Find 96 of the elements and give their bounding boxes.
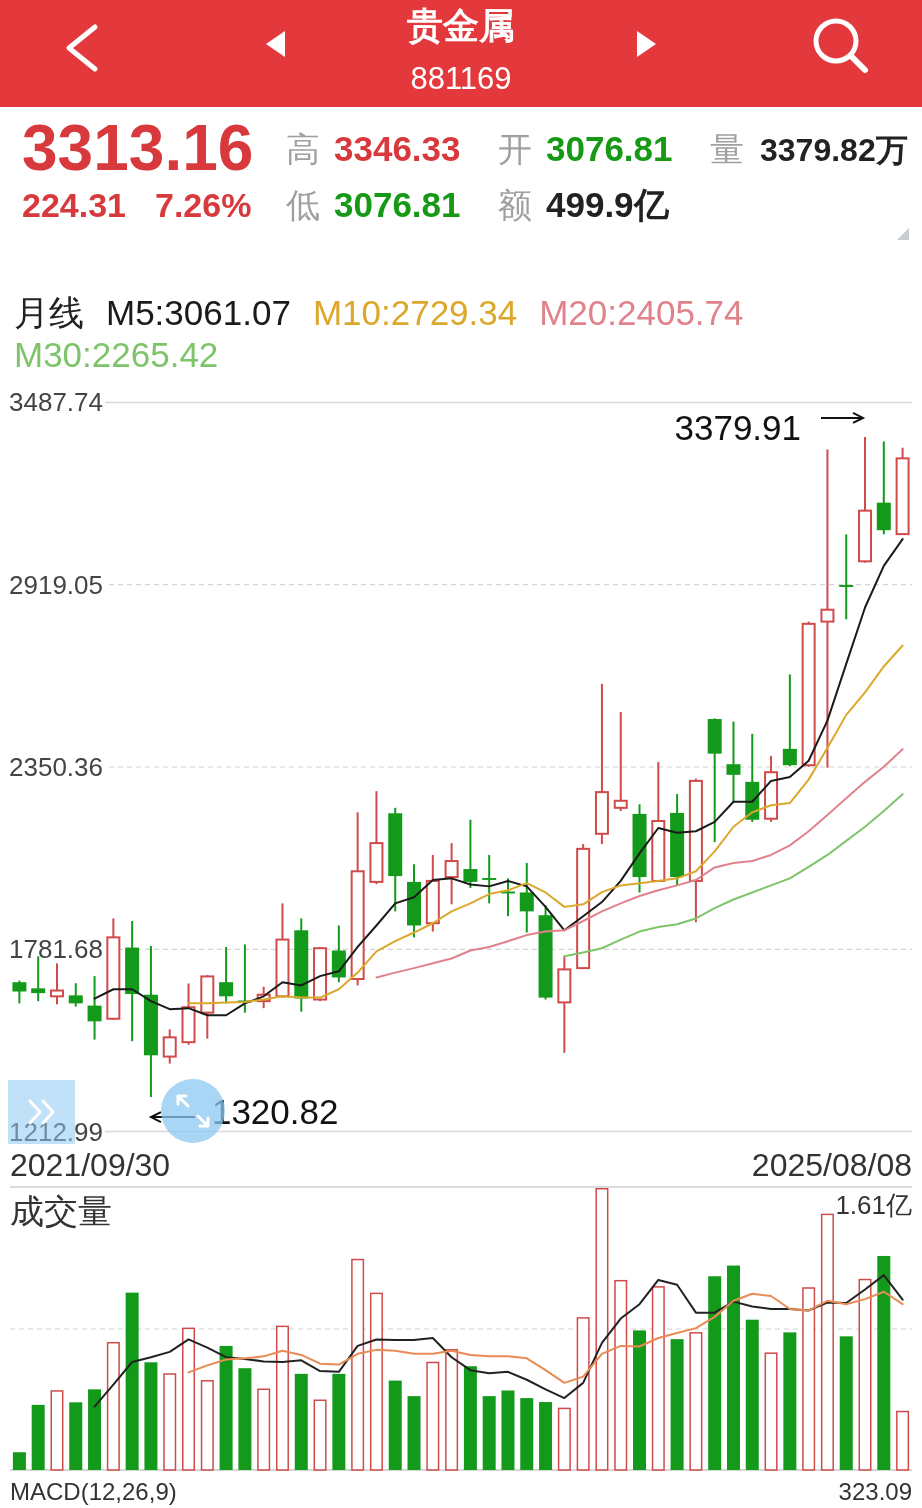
bar: [294, 1373, 308, 1470]
candlestick: [782, 673, 797, 768]
bar: [482, 1396, 496, 1470]
bar: [576, 1317, 590, 1471]
candlestick: [839, 533, 854, 621]
bar: [633, 1330, 647, 1470]
bar: [463, 1366, 477, 1470]
text: 开: [498, 130, 532, 168]
text: 323.09: [838, 1478, 912, 1505]
text: 量: [710, 130, 744, 168]
text: 3379.82万: [760, 132, 908, 168]
bar: [877, 1255, 891, 1470]
bar: [708, 1276, 722, 1470]
candlestick: [87, 975, 102, 1041]
text: M30:2265.42: [14, 335, 219, 374]
bar: [50, 1390, 64, 1471]
text: 3076.81: [546, 129, 673, 168]
bar: [539, 1402, 553, 1470]
bar: [407, 1396, 421, 1470]
bar: [726, 1265, 740, 1470]
candlestick: [463, 818, 478, 889]
annotation: 3379.91: [674, 407, 802, 447]
bar: [182, 1327, 196, 1471]
bar: [369, 1292, 383, 1471]
bar: [858, 1278, 872, 1471]
bar: [69, 1402, 83, 1470]
bar: [802, 1287, 816, 1471]
text: 3346.33: [334, 129, 461, 168]
text: 贵金属: [407, 5, 515, 46]
candlestick: [444, 842, 459, 906]
y-tick-label: 2919.05: [9, 569, 103, 600]
text: M10:2729.34: [312, 293, 518, 332]
bar: [200, 1380, 214, 1471]
text: MACD(12,26,9): [10, 1478, 177, 1505]
y-tick-label: 3487.74: [9, 387, 103, 418]
bar: [257, 1388, 271, 1471]
bar: [125, 1292, 139, 1470]
bar: [426, 1361, 440, 1471]
bar: [388, 1380, 402, 1470]
text: 高: [286, 130, 320, 168]
chart-title: 成交量: [10, 1192, 112, 1230]
text: 499.9亿: [546, 185, 670, 224]
candlestick: [482, 853, 497, 905]
bar: [275, 1325, 289, 1471]
bar: [106, 1341, 120, 1471]
annotation: 1320.82: [211, 1092, 339, 1132]
text: 3313.16: [22, 112, 254, 184]
bar: [520, 1398, 534, 1470]
annotation: 1.61亿: [835, 1190, 912, 1220]
bar: [163, 1373, 177, 1471]
bar: [351, 1258, 365, 1471]
bar: [313, 1399, 327, 1471]
bar: [557, 1407, 571, 1471]
candlestick: [12, 979, 27, 1005]
bar: [445, 1349, 459, 1471]
bar: [501, 1390, 515, 1470]
candlestick: [726, 720, 741, 803]
candlestick: [519, 861, 534, 934]
bar: [839, 1336, 853, 1470]
bar: [764, 1352, 778, 1471]
candlestick: [820, 448, 835, 769]
bar: [614, 1279, 628, 1471]
line-series: [187, 644, 904, 1005]
text: 2025/08/08: [751, 1147, 912, 1183]
text: 7.26%: [155, 186, 252, 224]
text: 额: [498, 186, 532, 224]
bar: [783, 1332, 797, 1470]
bar: [332, 1373, 346, 1470]
bar: [745, 1319, 759, 1470]
legend-title: 月线: [14, 293, 84, 332]
text: 224.31: [22, 186, 126, 224]
line-series: [375, 748, 904, 979]
bar: [820, 1213, 834, 1471]
text: M20:2405.74: [539, 293, 744, 332]
y-tick-label: 2350.36: [9, 752, 103, 782]
bar: [12, 1452, 26, 1470]
candlestick: [613, 710, 628, 813]
line-series: [563, 793, 904, 958]
text: 2021/09/30: [10, 1147, 171, 1183]
bar: [670, 1339, 684, 1470]
bar: [595, 1188, 609, 1471]
candlestick: [162, 1028, 177, 1065]
bar: [689, 1332, 703, 1471]
bar: [219, 1345, 233, 1470]
text: 低: [286, 186, 320, 224]
bar: [651, 1286, 665, 1471]
y-tick-label: 1781.68: [9, 934, 103, 965]
bar: [238, 1368, 252, 1470]
bar: [31, 1404, 45, 1470]
candlestick: [68, 982, 83, 1008]
text: 3076.81: [334, 185, 461, 224]
bar: [144, 1362, 158, 1470]
text: M5:3061.07: [106, 293, 291, 332]
text: 881169: [410, 61, 512, 96]
bar: [88, 1389, 102, 1470]
bar: [896, 1410, 910, 1471]
